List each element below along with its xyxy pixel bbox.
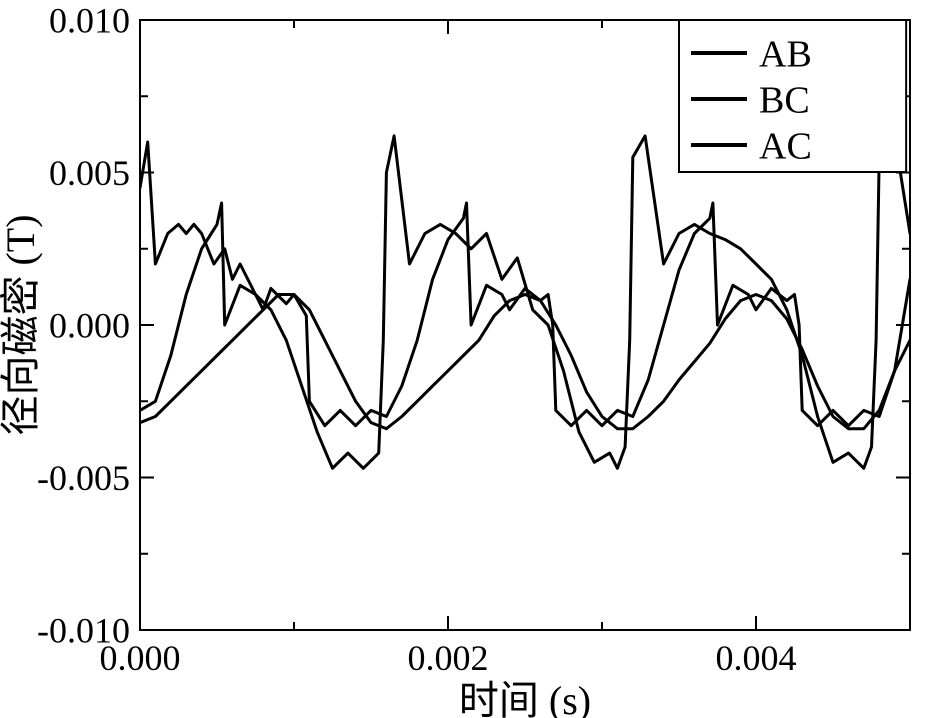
y-tick-label: -0.010 — [37, 611, 130, 651]
y-tick-label: 0.000 — [49, 306, 130, 346]
line-chart: 0.0000.0020.004-0.010-0.0050.0000.0050.0… — [0, 0, 937, 718]
x-tick-label: 0.002 — [408, 638, 489, 678]
x-axis-label: 时间 (s) — [459, 678, 591, 718]
legend: ABBCAC — [679, 20, 906, 172]
y-tick-label: -0.005 — [37, 458, 130, 498]
y-tick-label: 0.005 — [49, 153, 130, 193]
chart-container: 0.0000.0020.004-0.010-0.0050.0000.0050.0… — [0, 0, 937, 718]
legend-label: AB — [759, 33, 812, 75]
legend-label: AC — [759, 125, 812, 167]
x-tick-label: 0.004 — [716, 638, 797, 678]
legend-label: BC — [759, 79, 810, 121]
y-tick-label: 0.010 — [49, 1, 130, 41]
y-axis-label: 径向磁密 (T) — [0, 214, 43, 435]
